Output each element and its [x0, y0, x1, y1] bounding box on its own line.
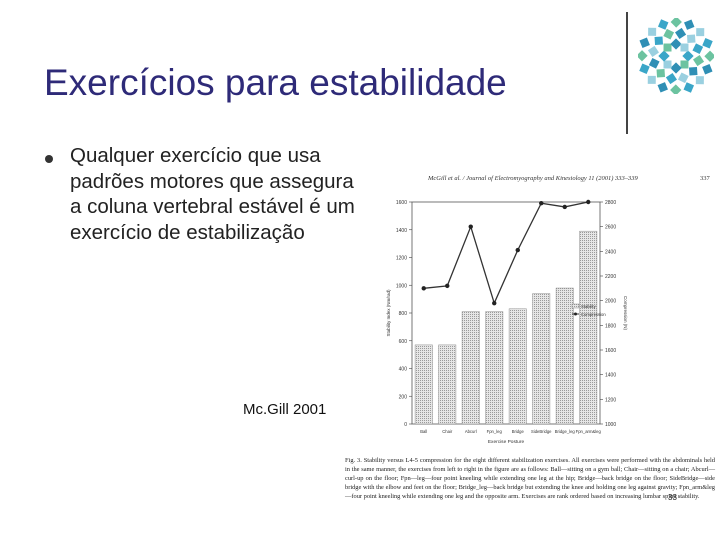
y-tick-label: 800: [399, 311, 408, 317]
bar-stability: [414, 344, 433, 425]
y2-tick-label: 2000: [605, 299, 616, 305]
point-compression: [562, 204, 567, 210]
logo-petal: [663, 60, 672, 69]
logo-petal: [692, 55, 705, 67]
y-tick-label: 600: [399, 339, 408, 345]
logo-petal: [670, 84, 682, 94]
x-tick-label: Fpn_arm&leg: [576, 429, 602, 434]
logo-petal: [686, 34, 696, 44]
point-compression: [586, 199, 591, 205]
logo-petal: [696, 28, 705, 37]
y-tick-label: 1000: [396, 283, 407, 289]
y-axis-label: Stability Index (Nm/rad): [386, 289, 391, 337]
bar-stability: [508, 308, 527, 425]
y2-tick-label: 2800: [605, 200, 616, 206]
legend-swatch-stability: [571, 303, 580, 309]
logo-petal: [677, 72, 689, 84]
stability-chart: 0 200 400 600 800 1000 1200 1400 1600 1000 1200 140…: [386, 199, 628, 445]
point-compression: [445, 283, 450, 289]
y-tick-label: 400: [399, 367, 408, 373]
point-compression: [421, 286, 426, 291]
x-tick-label: Chair: [442, 429, 453, 434]
bar-stability: [579, 230, 598, 425]
logo-petal: [663, 28, 675, 40]
title-divider: [626, 12, 628, 134]
y-tick-label: 1200: [396, 256, 407, 262]
bar-stability: [532, 293, 551, 425]
logo-petal: [675, 27, 687, 40]
point-compression: [539, 201, 544, 206]
logo-petal: [647, 75, 656, 84]
logo-petal: [683, 82, 695, 93]
logo-petal: [639, 37, 650, 48]
logo-petal: [670, 38, 682, 50]
citation: Mc.Gill 2001: [243, 401, 327, 418]
logo-petal: [692, 43, 704, 55]
bar-stability: [555, 287, 574, 425]
logo-petal: [704, 50, 714, 62]
y2-tick-label: 1400: [605, 373, 616, 379]
y2-tick-label: 1200: [605, 397, 616, 403]
x-tick-label: Abcurl: [465, 429, 477, 434]
logo-petal: [657, 19, 669, 30]
legend-label-stability: Stability: [581, 304, 597, 309]
logo-petal: [695, 76, 704, 85]
logo-petal: [682, 50, 694, 62]
y-tick-label: 1600: [396, 200, 407, 206]
x-tick-label: Fpn_leg: [487, 429, 503, 434]
y2-tick-label: 2600: [605, 225, 616, 231]
logo-petal: [680, 43, 689, 52]
point-compression: [468, 224, 473, 229]
y2-tick-label: 1800: [605, 323, 616, 329]
logo-petal: [702, 37, 713, 49]
logo-petal: [647, 45, 660, 57]
logo-petal: [638, 50, 648, 62]
logo-petal: [702, 64, 713, 75]
logo-petal: [658, 50, 670, 62]
bullet-text: Qualquer exercício que usa padrões motor…: [70, 144, 355, 244]
logo-petal: [670, 18, 682, 28]
logo-petal: [688, 66, 698, 76]
ornament-logo-icon: [638, 18, 714, 94]
logo-petal: [665, 72, 677, 85]
logo-petal: [639, 63, 650, 75]
legend-marker-compression: [574, 312, 577, 316]
slide-title: Exercícios para estabilidade: [44, 62, 507, 103]
point-compression: [492, 300, 497, 306]
x-tick-label: Bridge_leg: [555, 429, 576, 434]
y2-tick-label: 1600: [605, 348, 616, 354]
figure-caption: Fig. 3. Stability versus L4-5 compressio…: [345, 457, 715, 500]
y2-tick-label: 2400: [605, 249, 616, 255]
y-tick-label: 1400: [396, 228, 407, 234]
figure-header-page: 337: [700, 175, 710, 182]
x-axis-label: Exercise Posture: [488, 439, 525, 445]
bullet-icon: [45, 155, 53, 163]
y2-tick-label: 2200: [605, 274, 616, 280]
logo-petal: [657, 82, 668, 93]
logo-petal: [648, 57, 660, 69]
y-tick-label: 200: [399, 394, 408, 400]
logo-petal: [684, 19, 695, 30]
line-compression: [423, 201, 589, 305]
bar-stability: [485, 311, 504, 425]
logo-petal: [654, 36, 664, 46]
logo-petal: [648, 27, 657, 36]
logo-petal: [663, 43, 672, 52]
figure-journal-header: McGill et al. / Journal of Electromyogra…: [428, 175, 638, 182]
logo-petal: [670, 62, 682, 74]
bar-stability: [461, 311, 480, 425]
y2-axis-label: Compression (N): [623, 296, 628, 331]
x-tick-label: Bridge: [512, 429, 525, 434]
bar-stability: [438, 344, 457, 425]
logo-petal: [680, 60, 689, 69]
y-tick-label: 0: [404, 422, 407, 428]
x-tick-label: Ball: [420, 429, 427, 434]
x-tick-label: SideBridge: [531, 429, 552, 434]
y2-tick-label: 1000: [605, 422, 616, 428]
page-number: 33: [668, 493, 677, 502]
point-compression: [515, 247, 520, 253]
legend-label-compression: Compression: [581, 312, 606, 317]
logo-petal: [656, 68, 666, 78]
